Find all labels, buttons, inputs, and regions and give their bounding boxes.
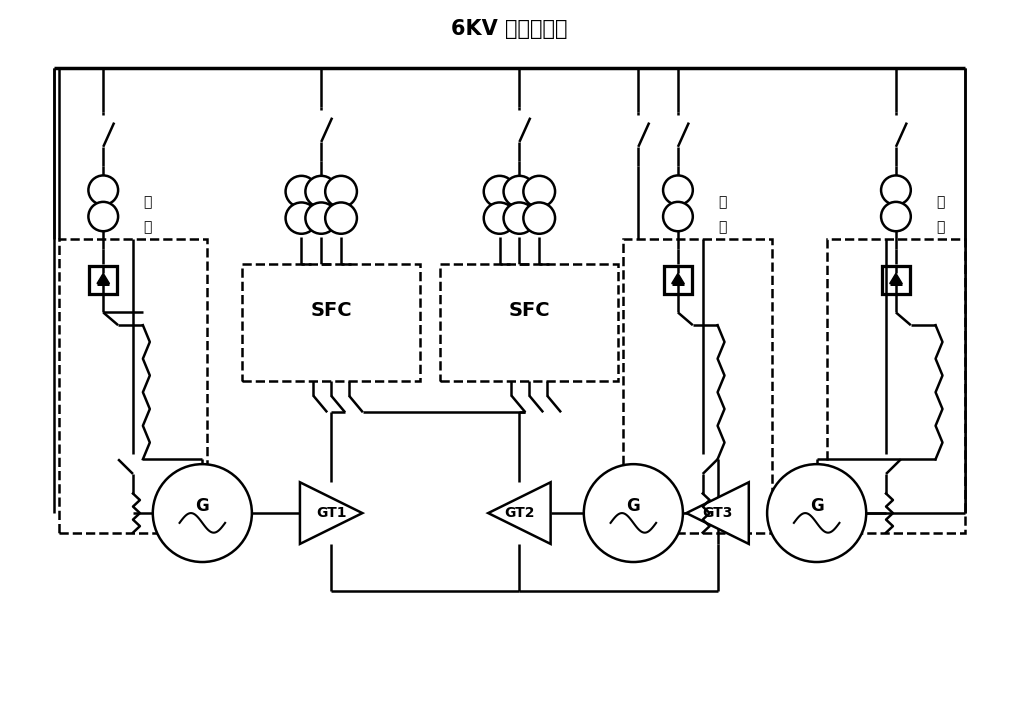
Circle shape: [325, 176, 357, 207]
Bar: [664, 267, 692, 294]
Text: GT1: GT1: [316, 506, 346, 520]
Bar: [440, 264, 619, 381]
Circle shape: [503, 202, 535, 234]
Polygon shape: [488, 482, 550, 544]
Circle shape: [663, 175, 693, 205]
Bar: [826, 239, 965, 533]
Polygon shape: [890, 273, 902, 284]
Circle shape: [484, 202, 516, 234]
Bar: [624, 239, 772, 533]
Circle shape: [484, 176, 516, 207]
Text: 励
磁: 励 磁: [718, 195, 727, 234]
Circle shape: [524, 202, 555, 234]
Text: G: G: [810, 497, 823, 515]
Text: GT3: GT3: [702, 506, 733, 520]
Circle shape: [325, 202, 357, 234]
Polygon shape: [672, 273, 684, 284]
Text: G: G: [196, 497, 209, 515]
Circle shape: [285, 176, 317, 207]
Circle shape: [285, 202, 317, 234]
Circle shape: [306, 202, 337, 234]
Text: G: G: [627, 497, 640, 515]
Circle shape: [524, 176, 555, 207]
Text: 6KV 厂用电母线: 6KV 厂用电母线: [451, 19, 568, 39]
Polygon shape: [300, 482, 363, 544]
Text: 励
磁: 励 磁: [144, 195, 152, 234]
Bar: [90, 267, 117, 294]
Text: GT2: GT2: [504, 506, 535, 520]
Bar: [882, 267, 910, 294]
Text: SFC: SFC: [311, 301, 352, 320]
Circle shape: [153, 464, 252, 562]
Circle shape: [881, 202, 911, 231]
Circle shape: [89, 202, 118, 231]
Circle shape: [89, 175, 118, 205]
Text: 励
磁: 励 磁: [936, 195, 945, 234]
Polygon shape: [687, 482, 749, 544]
Text: SFC: SFC: [508, 301, 550, 320]
Polygon shape: [97, 273, 109, 284]
Circle shape: [881, 175, 911, 205]
Bar: [59, 239, 207, 533]
Circle shape: [584, 464, 683, 562]
Circle shape: [767, 464, 866, 562]
Circle shape: [306, 176, 337, 207]
Circle shape: [663, 202, 693, 231]
Circle shape: [503, 176, 535, 207]
Bar: [242, 264, 420, 381]
